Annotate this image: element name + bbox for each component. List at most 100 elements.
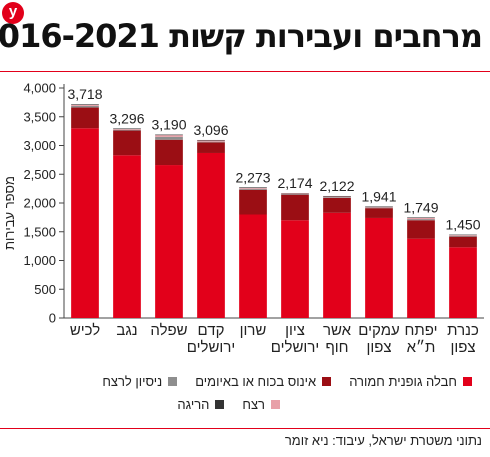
bar-segment-5 xyxy=(239,187,267,188)
ynet-logo: y xyxy=(2,2,24,24)
x-tick-label: עמקים xyxy=(358,322,400,339)
title-divider xyxy=(0,71,490,72)
bar-segment-2 xyxy=(155,139,183,166)
x-tick-label: אשר xyxy=(323,322,352,339)
bar-total-label: 1,941 xyxy=(361,188,396,204)
x-tick-label: יפתח xyxy=(405,322,438,339)
x-tick-label: ת״א xyxy=(407,339,436,356)
bar-segment-2 xyxy=(281,194,309,221)
bar-segment-4 xyxy=(155,135,183,137)
bar-segment-2 xyxy=(323,197,351,213)
bar-segment-3 xyxy=(113,129,141,131)
bar-segment-3 xyxy=(407,219,435,221)
bar-segment-2 xyxy=(239,189,267,215)
bar-segment-1 xyxy=(365,217,393,318)
bar-segment-5 xyxy=(197,139,225,141)
legend-label-murder: רצח xyxy=(242,397,265,412)
bar-segment-1 xyxy=(197,152,225,318)
bar-segment-2 xyxy=(449,236,477,248)
bar-total-label: 2,273 xyxy=(235,169,270,185)
bar-segment-4 xyxy=(239,187,267,189)
legend-label-manslaughter: הריגה xyxy=(177,397,210,412)
legend-item-rape: אינוס בכוח או באיומים xyxy=(195,374,332,389)
bar-segment-5 xyxy=(71,104,99,105)
legend-item-attempted-murder: ניסיון לרצח xyxy=(102,374,178,389)
bar-total-label: 1,749 xyxy=(403,199,438,215)
bar-segment-2 xyxy=(407,220,435,239)
bar-segment-3 xyxy=(197,141,225,143)
bar-segment-5 xyxy=(323,195,351,197)
bar-segment-5 xyxy=(155,134,183,136)
footer-divider xyxy=(0,428,490,429)
x-tick-label: שרון xyxy=(240,322,267,339)
legend-label-severe-assault: חבלה גופנית חמורה xyxy=(349,374,457,389)
y-tick-label: 3,000 xyxy=(23,138,56,153)
bar-segment-1 xyxy=(113,155,141,318)
bar-total-label: 1,450 xyxy=(445,217,480,233)
stacked-bar-chart: מספר עבירות 0 500 1,000 1,500 2,000 2,500 3,000… xyxy=(2,81,484,356)
legend-row-2: רצח הריגה xyxy=(177,397,280,412)
bar-segment-1 xyxy=(239,214,267,318)
source-note: נתוני משטרת ישראל, עיבוד: ניא זומר xyxy=(284,433,482,448)
y-tick-label: 0 xyxy=(49,311,56,326)
bar-segment-1 xyxy=(281,220,309,318)
y-tick-label: 4,000 xyxy=(23,81,56,96)
bar-segment-3 xyxy=(365,207,393,209)
bar-segment-4 xyxy=(365,206,393,208)
bar-segment-5 xyxy=(113,128,141,129)
bar-segment-4 xyxy=(197,140,225,142)
bar-segment-1 xyxy=(155,165,183,318)
y-tick-label: 2,500 xyxy=(23,167,56,182)
y-tick-label: 1,500 xyxy=(23,224,56,239)
x-tick-label: חוף xyxy=(325,339,348,356)
x-tick-label: לכיש xyxy=(70,322,100,339)
bar-segment-3 xyxy=(239,188,267,190)
y-tick-label: 500 xyxy=(34,282,56,297)
bar-total-label: 3,190 xyxy=(151,117,186,133)
y-tick-label: 3,500 xyxy=(23,109,56,124)
y-tick-label: 2,000 xyxy=(23,196,56,211)
legend-item-manslaughter: הריגה xyxy=(177,397,225,412)
x-tick-label: ירושלים xyxy=(187,339,235,356)
bar-total-label: 3,296 xyxy=(109,110,144,126)
y-tick-label: 1,000 xyxy=(23,253,56,268)
bar-segment-4 xyxy=(281,193,309,194)
x-tick-label: קדם xyxy=(198,322,225,339)
y-axis-title: מספר עבירות xyxy=(2,176,17,250)
bar-segment-1 xyxy=(71,128,99,318)
legend-swatch-murder xyxy=(271,400,280,409)
bar-segment-4 xyxy=(71,104,99,106)
bar-total-label: 3,718 xyxy=(67,86,102,102)
bar-segment-5 xyxy=(407,217,435,218)
x-tick-label: כנרת xyxy=(447,322,479,339)
bar-segment-3 xyxy=(323,197,351,198)
bar-segment-2 xyxy=(365,208,393,218)
legend-item-murder: רצח xyxy=(242,397,280,412)
legend-swatch-severe-assault xyxy=(463,377,472,386)
bar-segment-2 xyxy=(71,107,99,129)
legend-swatch-rape xyxy=(322,377,332,386)
bar-total-label: 3,096 xyxy=(193,122,228,138)
bar-segment-1 xyxy=(323,212,351,318)
bar-segment-4 xyxy=(449,235,477,236)
x-tick-label: ציון xyxy=(285,322,305,339)
legend-swatch-attempted-murder xyxy=(168,377,178,386)
bar-segment-1 xyxy=(449,247,477,318)
x-tick-label: צפון xyxy=(450,339,475,356)
bar-segment-4 xyxy=(407,217,435,220)
bar-segment-3 xyxy=(155,136,183,140)
bar-total-label: 2,174 xyxy=(277,175,312,191)
bar-segment-3 xyxy=(281,193,309,195)
legend-row-1: חבלה גופנית חמורה אינוס בכוח או באיומים … xyxy=(102,374,472,389)
bar-segment-4 xyxy=(323,196,351,198)
bar-segment-4 xyxy=(113,128,141,130)
x-tick-label: ירושלים xyxy=(271,339,319,356)
legend-label-attempted-murder: ניסיון לרצח xyxy=(102,374,163,389)
legend-label-rape: אינוס בכוח או באיומים xyxy=(195,374,317,389)
bar-segment-1 xyxy=(407,238,435,318)
x-tick-label: נגב xyxy=(116,322,137,339)
legend-swatch-manslaughter xyxy=(215,400,225,409)
bar-total-label: 2,122 xyxy=(319,178,354,194)
bar-segment-2 xyxy=(113,130,141,156)
x-tick-label: שפלה xyxy=(150,322,187,339)
